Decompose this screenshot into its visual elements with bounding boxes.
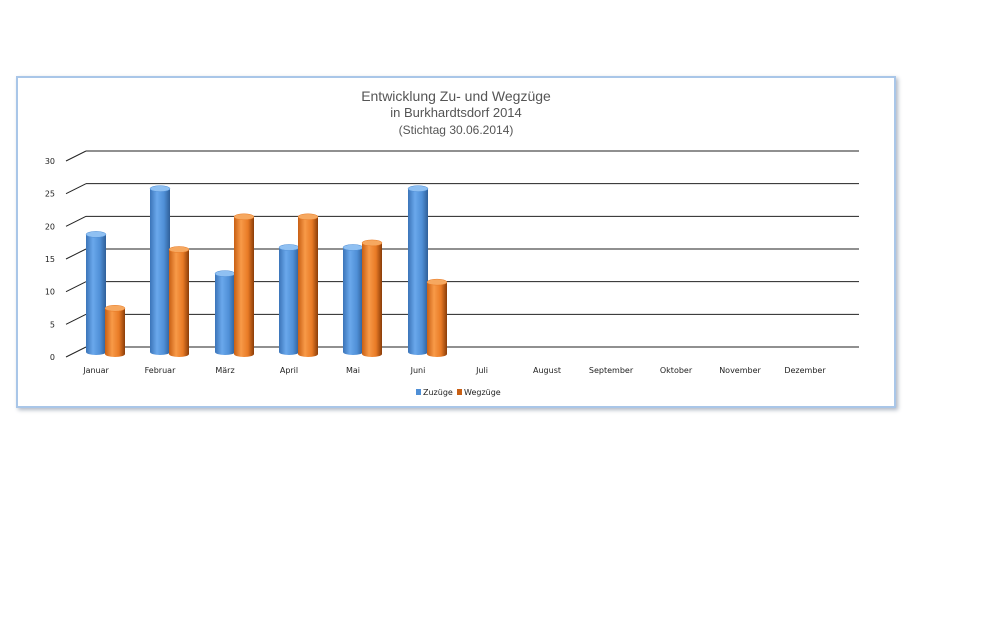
bar-zuzüge — [278, 244, 300, 355]
bar-wegzüge — [361, 239, 383, 357]
bar-top — [297, 213, 319, 221]
bar-wegzüge — [297, 213, 319, 357]
y-tick-label: 25 — [45, 190, 55, 199]
y-tick-label: 10 — [45, 288, 55, 297]
bar-base — [150, 349, 170, 355]
bar-top — [426, 278, 448, 286]
gridline-depth — [65, 281, 87, 293]
bar-body — [105, 308, 125, 354]
bar-top — [278, 244, 300, 251]
bar-zuzüge — [407, 185, 429, 355]
gridline-depth — [65, 248, 87, 260]
bar-base — [234, 351, 254, 357]
x-tick-label: März — [215, 366, 234, 375]
y-tick-label: 0 — [50, 353, 55, 362]
y-tick-label: 15 — [45, 255, 55, 264]
bar-base — [408, 349, 428, 355]
bar-wegzüge — [233, 213, 255, 357]
chart-title-line: Entwicklung Zu- und Wegzüge — [361, 88, 551, 104]
bar-wegzüge — [168, 246, 190, 357]
x-tick-label: Mai — [346, 366, 360, 375]
legend-label: Zuzüge — [423, 388, 453, 397]
bar-zuzüge — [214, 270, 236, 355]
gridline-depth — [65, 183, 87, 195]
bar-body — [234, 216, 254, 354]
y-tick-label: 30 — [45, 157, 55, 166]
bar-body — [169, 249, 189, 354]
x-tick-label: Juli — [475, 366, 488, 375]
bar-base — [427, 351, 447, 357]
chart-title-line: (Stichtag 30.06.2014) — [399, 123, 514, 137]
bar-wegzüge — [426, 278, 448, 357]
legend-marker-wegzüge — [457, 389, 462, 395]
legend-label: Wegzüge — [464, 388, 501, 397]
bar-zuzüge — [149, 185, 171, 355]
bar-body — [279, 247, 299, 352]
bar-body — [298, 216, 318, 354]
bar-base — [343, 349, 363, 355]
bar-top — [85, 231, 107, 238]
bar-body — [408, 188, 428, 352]
y-tick-label: 5 — [50, 320, 55, 329]
y-tick-label: 20 — [45, 222, 55, 231]
gridline-depth — [65, 215, 87, 227]
x-tick-label: Dezember — [784, 366, 826, 375]
bar-body — [343, 247, 363, 352]
bar-base — [169, 351, 189, 357]
legend-marker-zuzüge — [416, 389, 421, 395]
bar-base — [105, 351, 125, 357]
bar-top — [342, 244, 364, 251]
bar-body — [150, 188, 170, 352]
bar-top — [233, 213, 255, 221]
x-tick-label: Januar — [82, 366, 109, 375]
x-tick-label: November — [719, 366, 761, 375]
bar-base — [215, 349, 235, 355]
bar-top — [361, 239, 383, 247]
bar-body — [215, 273, 235, 352]
x-tick-label: Oktober — [660, 366, 693, 375]
x-tick-label: September — [589, 366, 634, 375]
x-tick-label: Februar — [145, 366, 176, 375]
bar-base — [86, 349, 106, 355]
bar-zuzüge — [85, 231, 107, 355]
gridline-depth — [65, 346, 87, 358]
bar-top — [168, 246, 190, 253]
gridline-depth — [65, 313, 87, 325]
bar-base — [298, 351, 318, 357]
bar-body — [362, 242, 382, 354]
bar-base — [279, 349, 299, 355]
bar-top — [149, 185, 171, 192]
bar-base — [362, 351, 382, 357]
x-tick-label: Juni — [410, 366, 426, 375]
bar-wegzüge — [104, 305, 126, 357]
bar-top — [104, 305, 126, 312]
gridline-depth — [65, 150, 87, 162]
x-tick-label: August — [533, 366, 561, 375]
bar-body — [427, 282, 447, 354]
bar-zuzüge — [342, 244, 364, 355]
bar-top — [407, 185, 429, 192]
x-tick-label: April — [280, 366, 298, 375]
bar-body — [86, 234, 106, 352]
chart-title-line: in Burkhardtsdorf 2014 — [390, 105, 522, 120]
bar-top — [214, 270, 236, 277]
